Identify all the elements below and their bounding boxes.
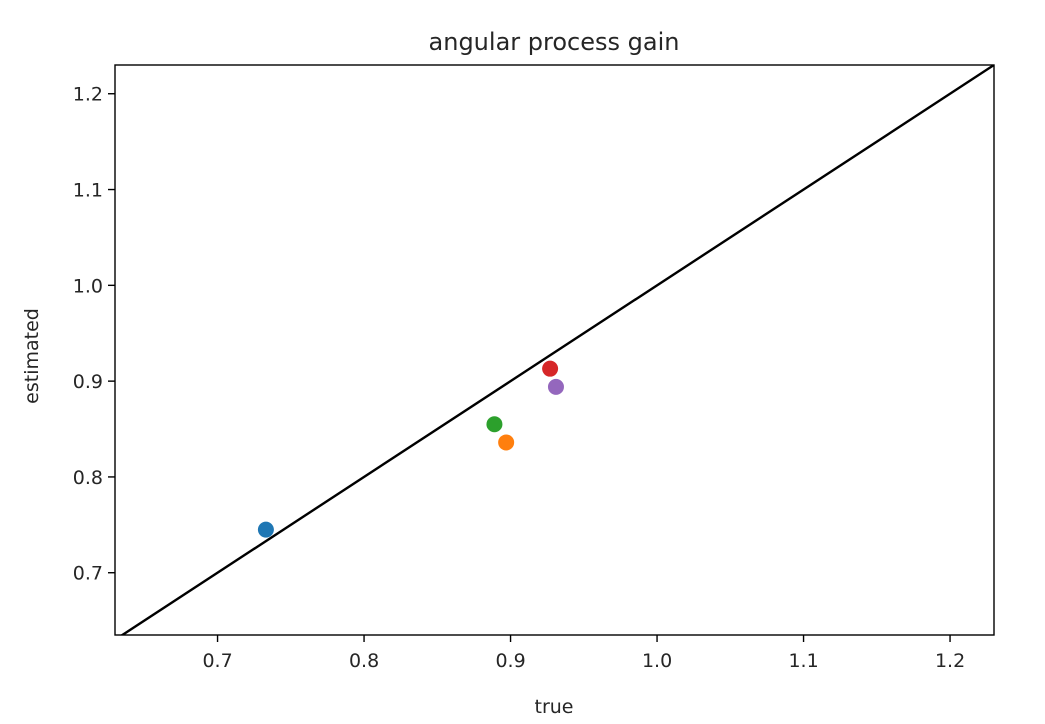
x-tick-label: 0.7: [202, 650, 232, 672]
data-point-4: [542, 360, 559, 377]
x-axis: 0.7 0.8 0.9 1.0 1.1 1.2: [202, 635, 965, 672]
y-tick-label: 0.8: [73, 467, 103, 489]
plot-area: [120, 65, 994, 635]
y-tick-label: 1.0: [73, 275, 103, 297]
y-tick-label: 0.7: [73, 563, 103, 585]
plot-frame: [114, 64, 995, 636]
x-axis-label: true: [535, 696, 574, 718]
y-tick-label: 0.9: [73, 371, 103, 393]
data-point-1: [257, 521, 274, 538]
x-tick-label: 0.9: [495, 650, 525, 672]
y-axis: 0.7 0.8 0.9 1.0 1.1 1.2: [73, 84, 115, 585]
y-tick-label: 1.2: [73, 84, 103, 106]
identity-line: [120, 65, 994, 635]
x-tick-label: 1.1: [788, 650, 818, 672]
chart-title: angular process gain: [429, 28, 680, 56]
x-tick-label: 1.0: [642, 650, 672, 672]
data-point-2: [498, 434, 515, 451]
data-point-5: [547, 378, 564, 395]
data-point-3: [486, 416, 503, 433]
y-axis-label: estimated: [21, 308, 43, 404]
x-tick-label: 0.8: [349, 650, 379, 672]
scatter-points: [257, 360, 564, 538]
x-tick-label: 1.2: [935, 650, 965, 672]
y-tick-label: 1.1: [73, 180, 103, 202]
